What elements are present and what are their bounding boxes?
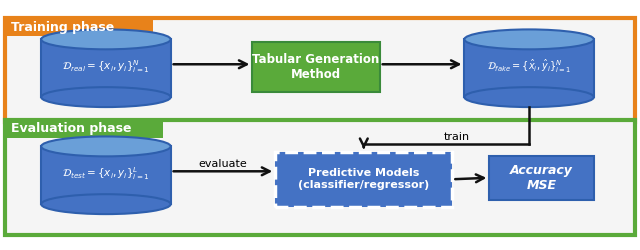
Ellipse shape: [41, 30, 171, 49]
Text: Predictive Models
(classifier/regressor): Predictive Models (classifier/regressor): [298, 168, 429, 190]
Bar: [41, 146, 171, 204]
Text: $\mathcal{D}_{real} = \{x_i, y_i\}_{i=1}^{N}$: $\mathcal{D}_{real} = \{x_i, y_i\}_{i=1}…: [62, 58, 150, 75]
Text: Tabular Generation
Method: Tabular Generation Method: [252, 53, 380, 81]
FancyBboxPatch shape: [5, 18, 153, 36]
Text: Training phase: Training phase: [12, 21, 115, 34]
Bar: [41, 39, 171, 97]
Text: $\mathcal{D}_{test} = \{x_i, y_i\}_{i=1}^{L}$: $\mathcal{D}_{test} = \{x_i, y_i\}_{i=1}…: [62, 165, 150, 182]
FancyBboxPatch shape: [489, 156, 594, 200]
FancyBboxPatch shape: [252, 42, 380, 92]
Text: Accuracy
MSE: Accuracy MSE: [510, 164, 573, 192]
Text: evaluate: evaluate: [198, 159, 247, 169]
Ellipse shape: [465, 87, 594, 107]
Text: Evaluation phase: Evaluation phase: [12, 122, 132, 136]
Ellipse shape: [41, 136, 171, 156]
Ellipse shape: [465, 30, 594, 49]
FancyBboxPatch shape: [5, 120, 635, 234]
Ellipse shape: [41, 194, 171, 214]
FancyBboxPatch shape: [5, 120, 163, 138]
Bar: [465, 39, 594, 97]
FancyBboxPatch shape: [275, 152, 452, 207]
Text: $\mathcal{D}_{fake} = \{\hat{x}_i, \hat{y}_i\}_{i=1}^{N}$: $\mathcal{D}_{fake} = \{\hat{x}_i, \hat{…: [487, 58, 572, 75]
FancyBboxPatch shape: [5, 18, 635, 122]
Ellipse shape: [41, 87, 171, 107]
Text: train: train: [444, 132, 470, 142]
